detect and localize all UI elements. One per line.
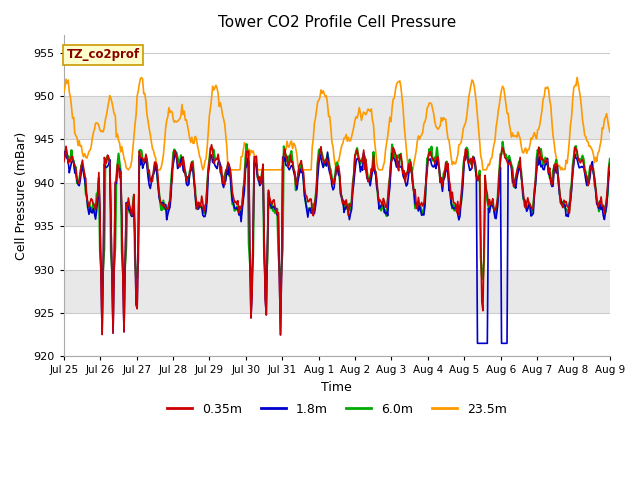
Bar (64, 226, 610, 270)
Bar (64, 183, 610, 226)
Bar (64, 313, 610, 356)
Title: Tower CO2 Profile Cell Pressure: Tower CO2 Profile Cell Pressure (218, 15, 456, 30)
Bar (64, 140, 610, 183)
Y-axis label: Cell Pressure (mBar): Cell Pressure (mBar) (15, 132, 28, 260)
Bar (64, 270, 610, 313)
Bar (64, 96, 610, 140)
X-axis label: Time: Time (321, 381, 352, 394)
Bar (64, 53, 610, 96)
Legend: 0.35m, 1.8m, 6.0m, 23.5m: 0.35m, 1.8m, 6.0m, 23.5m (162, 398, 512, 420)
Text: TZ_co2prof: TZ_co2prof (67, 48, 140, 61)
